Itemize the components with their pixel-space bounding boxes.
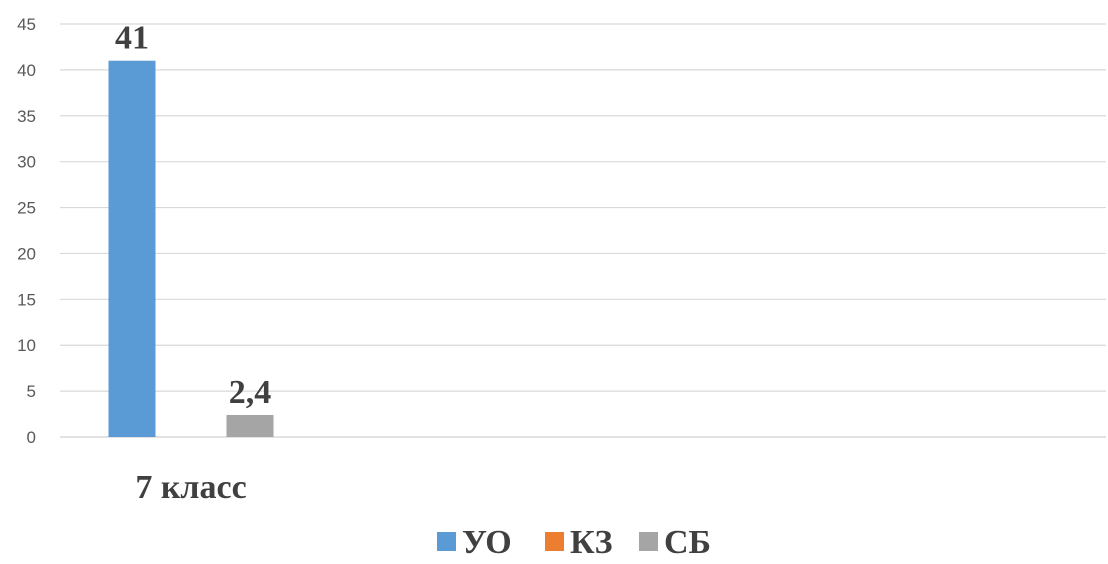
data-label-УО: 41 <box>115 20 149 57</box>
y-tick-label: 30 <box>17 153 36 172</box>
y-tick-label: 10 <box>17 336 36 355</box>
y-tick-label: 5 <box>27 382 36 401</box>
y-axis-tick-labels: 0 5 10 15 20 25 30 35 40 45 <box>17 15 36 447</box>
legend-label-КЗ: КЗ <box>570 524 613 561</box>
y-tick-label: 35 <box>17 107 36 126</box>
category-labels: 7 класс <box>135 469 246 506</box>
y-tick-label: 20 <box>17 244 36 263</box>
bar-СБ <box>226 414 274 437</box>
bars <box>108 60 274 437</box>
legend-label-УО: УО <box>462 524 512 561</box>
y-tick-label: 45 <box>17 15 36 34</box>
x-category-label: 7 класс <box>135 469 246 506</box>
legend-swatch-УО <box>437 532 456 551</box>
y-tick-label: 25 <box>17 199 36 218</box>
legend: УО КЗ СБ <box>437 524 711 561</box>
gridlines <box>60 23 1106 438</box>
legend-swatch-СБ <box>639 532 658 551</box>
y-tick-label: 0 <box>27 428 36 447</box>
legend-swatch-КЗ <box>545 532 564 551</box>
data-labels: 412,4 <box>115 20 271 411</box>
bar-УО <box>108 60 156 437</box>
legend-label-СБ: СБ <box>664 524 711 561</box>
data-label-СБ: 2,4 <box>229 374 272 411</box>
y-tick-label: 15 <box>17 290 36 309</box>
y-tick-label: 40 <box>17 61 36 80</box>
